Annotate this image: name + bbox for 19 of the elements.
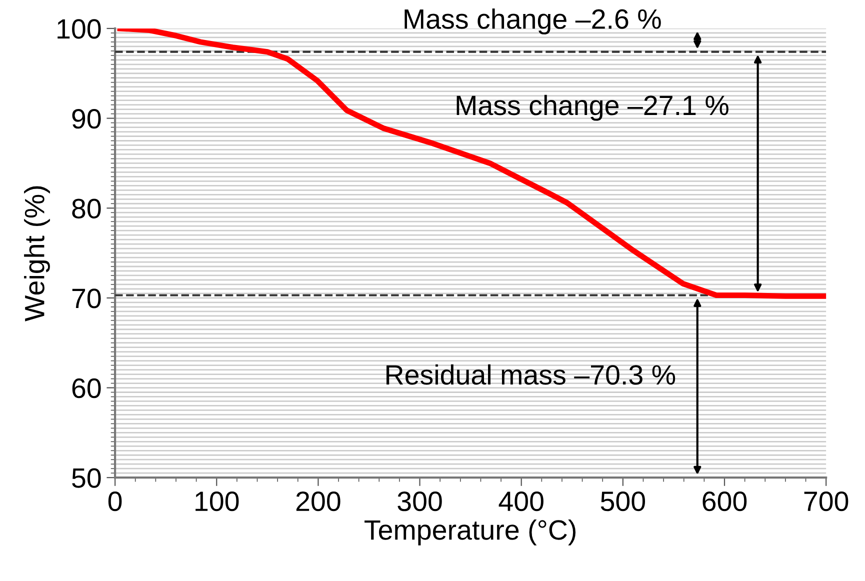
y-tick-label: 80 [72,198,101,218]
annotation: Residual mass –70.3 % [386,364,676,385]
x-tick-label: 600 [702,492,747,512]
x-tick-label: 700 [804,492,848,512]
x-tick-label: 400 [498,492,544,512]
x-tick-label: 300 [398,492,442,512]
y-tick-label: 100 [58,19,101,39]
y-axis-title: Weight (%) [24,186,50,322]
annotation: Mass change –27.1 % [456,94,728,121]
x-axis-title: Temperature (°C) [364,519,576,546]
y-tick-label: 90 [72,108,101,129]
y-tick-label: 50 [72,468,101,488]
x-tick-label: 100 [196,492,239,512]
y-tick-label: 60 [72,378,101,398]
y-tick-label: 70 [72,288,101,308]
x-tick-label: 500 [600,492,646,512]
x-tick-label: 0 [108,492,122,512]
x-tick-label: 200 [296,492,340,512]
annotation: Mass change –2.6 % [404,8,661,34]
